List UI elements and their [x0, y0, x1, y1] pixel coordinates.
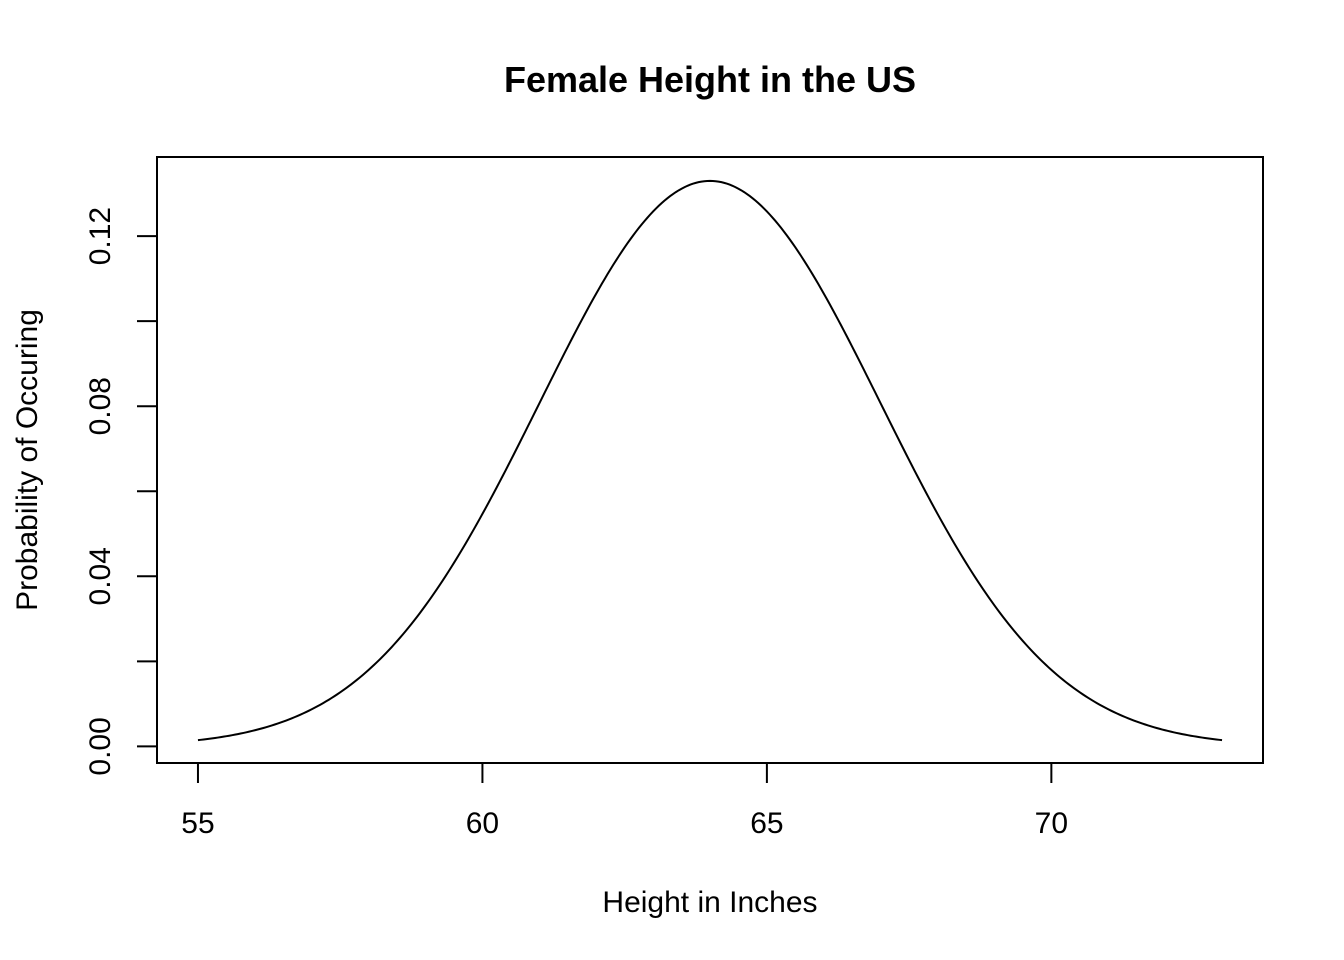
plot-frame	[156, 156, 1264, 764]
y-tick-label: 0.04	[84, 547, 117, 605]
y-axis-label: Probability of Occuring	[11, 309, 44, 611]
y-tick-label: 0.08	[84, 377, 117, 435]
x-tick-label: 70	[1035, 807, 1068, 840]
y-axis-ticks: 0.00 0.04 0.08 0.12	[84, 207, 157, 776]
y-tick-label: 0.12	[84, 207, 117, 265]
x-axis-label: Height in Inches	[602, 886, 817, 919]
density-curve	[197, 179, 1223, 742]
x-axis-ticks: 55 60 65 70	[181, 763, 1068, 840]
y-tick-label: 0.00	[84, 717, 117, 775]
x-tick-label: 60	[466, 807, 499, 840]
x-tick-label: 65	[750, 807, 783, 840]
x-tick-label: 55	[181, 807, 214, 840]
chart-title: Female Height in the US	[504, 59, 916, 100]
